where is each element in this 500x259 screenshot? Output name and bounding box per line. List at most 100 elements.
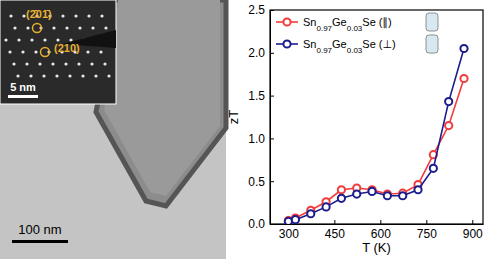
diffraction-spot — [64, 62, 67, 65]
diffraction-spot — [9, 14, 12, 17]
data-point — [384, 192, 391, 199]
data-point — [307, 210, 314, 217]
diffraction-spot — [99, 50, 102, 53]
plot-area — [285, 45, 468, 224]
y-tick-label: 2.5 — [248, 3, 265, 17]
x-axis-title: T (K) — [362, 240, 391, 255]
y-tick: 2.0 — [248, 46, 274, 60]
x-axis-line — [271, 224, 484, 225]
plot-frame — [270, 10, 483, 224]
y-tick-label: 0.0 — [248, 217, 265, 231]
diffraction-spot — [34, 50, 37, 53]
y-tick: 1.0 — [248, 132, 274, 146]
diffraction-spot — [81, 74, 84, 77]
data-point — [414, 186, 421, 193]
diffraction-spot — [68, 74, 71, 77]
x-tick-mark — [380, 220, 381, 224]
diffraction-spot — [104, 26, 107, 29]
particle-inner — [104, 0, 220, 196]
series — [285, 75, 468, 224]
inset: (2̄01̄)(210)5 nm — [0, 0, 116, 104]
data-point — [445, 122, 452, 129]
y-tick-mark — [270, 181, 274, 182]
data-point — [460, 75, 467, 82]
diffraction-spot — [107, 74, 110, 77]
diffraction-spot — [86, 50, 89, 53]
legend-item: Sn0.97Ge0.03Se (⊥) — [276, 35, 438, 55]
tem-background — [0, 0, 226, 259]
x-tick-label: 300 — [279, 227, 299, 241]
data-point — [322, 203, 329, 210]
data-point — [338, 186, 345, 193]
y-tick-mark — [270, 96, 274, 97]
y-axis-line — [270, 11, 271, 225]
inset-frame — [0, 0, 116, 104]
x-tick: 750 — [417, 220, 437, 241]
data-point — [338, 195, 345, 202]
y-tick-label: 0.5 — [248, 175, 265, 189]
data-point — [368, 188, 375, 195]
diffraction-spot — [65, 26, 68, 29]
diffraction-spot — [55, 74, 58, 77]
y-tick-mark — [270, 224, 274, 225]
x-axis: 300 450 600 750 900 — [271, 220, 484, 241]
y-tick: 0.0 — [248, 217, 274, 231]
diffraction-spot — [25, 62, 28, 65]
figure: (2̄01̄)(210)5 nm100 nm3004506007509000.0… — [0, 0, 500, 259]
y-tick-label: 1.5 — [248, 89, 265, 103]
diffraction-spot — [91, 26, 94, 29]
diffraction-spot — [26, 26, 29, 29]
legend-marker — [283, 18, 290, 25]
diffraction-spot — [16, 74, 19, 77]
diffraction-spot — [74, 14, 77, 17]
diffraction-spot — [94, 74, 97, 77]
diffraction-spot — [38, 62, 41, 65]
inset-scale-bar — [8, 95, 38, 98]
x-tick-label: 450 — [325, 227, 345, 241]
diffraction-spot — [29, 74, 32, 77]
diffraction-spot — [52, 26, 55, 29]
series-line — [288, 49, 464, 222]
legend-label: Sn0.97Ge0.03Se (⊥) — [303, 38, 396, 55]
diffraction-spot — [21, 50, 24, 53]
legend-marker — [283, 40, 290, 47]
diffraction-spot — [13, 26, 16, 29]
diffraction-spot — [77, 62, 80, 65]
y-tick: 1.5 — [248, 89, 274, 103]
series — [285, 45, 468, 224]
x-tick-mark — [426, 220, 427, 224]
scale-bar-label: 100 nm — [18, 222, 61, 237]
y-tick-mark — [270, 138, 274, 139]
x-tick-label: 600 — [371, 227, 391, 241]
tem-image: (2̄01̄)(210)5 nm100 nm — [0, 0, 226, 259]
diffraction-spot — [4, 38, 7, 41]
diffraction-spot — [51, 62, 54, 65]
x-tick-mark — [334, 220, 335, 224]
y-tick: 2.5 — [248, 3, 274, 17]
y-tick-label: 2.0 — [248, 46, 265, 60]
data-point — [353, 190, 360, 197]
x-tick-mark — [472, 220, 473, 224]
y-tick-mark — [270, 10, 274, 11]
diffraction-spot — [17, 38, 20, 41]
data-point — [399, 192, 406, 199]
x-tick-label: 900 — [463, 227, 483, 241]
y-tick-label: 1.0 — [248, 132, 265, 146]
diffraction-spot — [87, 14, 90, 17]
diffraction-spot — [8, 50, 11, 53]
spot-marker — [33, 24, 42, 33]
y-axis: 0.0 0.5 1.0 1.5 2.0 2.5 — [248, 3, 274, 231]
diffraction-spot — [78, 26, 81, 29]
diffraction-spot — [12, 62, 15, 65]
inset-label: (2̄01̄) — [26, 8, 52, 20]
diffraction-spot — [43, 38, 46, 41]
legend: Sn0.97Ge0.03Se (∥)Sn0.97Ge0.03Se (⊥) — [276, 13, 438, 55]
sample-icon — [426, 35, 438, 53]
inset-label: (210) — [54, 42, 80, 54]
y-tick: 0.5 — [248, 175, 274, 189]
y-tick-mark — [270, 53, 274, 54]
diffraction-spot — [61, 14, 64, 17]
data-point — [430, 165, 437, 172]
data-point — [292, 216, 299, 223]
x-tick: 900 — [463, 220, 483, 241]
